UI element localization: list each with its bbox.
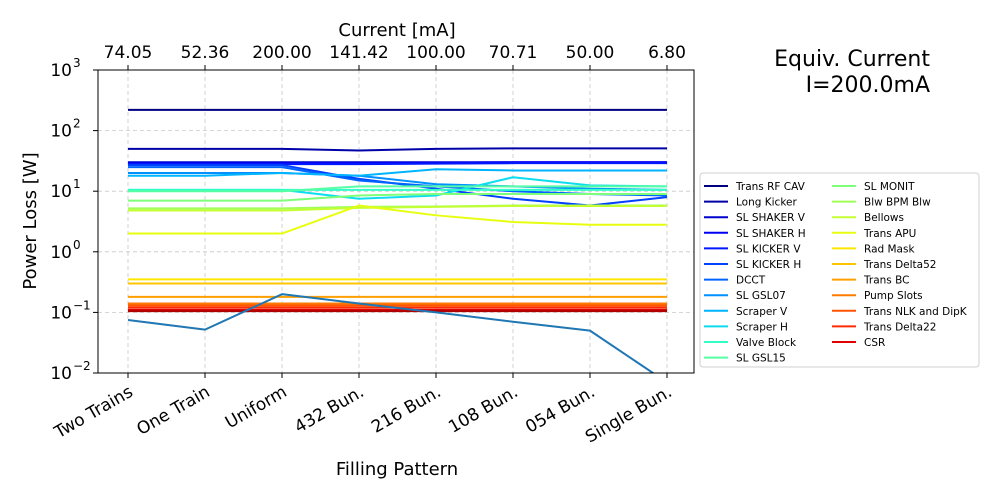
legend-entry: CSR <box>864 337 885 349</box>
y-tick-exponent: 3 <box>73 56 81 70</box>
series-line <box>127 293 655 373</box>
top-tick-label: 74.05 <box>104 43 153 63</box>
top-tick-label: 100.00 <box>406 43 465 63</box>
y-tick-label: 10 <box>50 122 72 142</box>
x-tick-label: Two Trains <box>50 382 136 443</box>
series-line <box>128 185 667 193</box>
series-line <box>128 204 667 212</box>
series-line <box>128 147 667 152</box>
legend-entry: Rad Mask <box>864 243 915 255</box>
x-tick-label: 108 Bun. <box>445 382 521 438</box>
x-tick-label: 432 Bun. <box>291 382 367 438</box>
y-tick-label: 10 <box>50 182 72 202</box>
legend-entry: Trans RF CAV <box>735 181 806 193</box>
legend: Trans RF CAV Long Kicker SL SHAKER V SL SHA… <box>699 172 980 368</box>
legend-entry: SL MONIT <box>864 181 915 193</box>
y-axis-label: Power Loss [W] <box>20 152 41 289</box>
top-tick-label: 200.00 <box>252 43 311 63</box>
legend-entry: Blw BPM Blw <box>864 197 931 209</box>
legend-entry: Trans Delta52 <box>863 259 936 271</box>
series-line <box>128 204 667 235</box>
legend-entry: SL SHAKER V <box>736 212 806 224</box>
top-tick-label: 141.42 <box>329 43 388 63</box>
series-line <box>128 192 667 202</box>
top-tick-label: 6.80 <box>648 43 686 63</box>
x-tick-label: 216 Bun. <box>368 382 444 438</box>
side-title-line-1: Equiv. Current <box>774 47 930 72</box>
x-tick-label: Uniform <box>222 382 291 433</box>
y-tick-label: 10 <box>50 61 72 81</box>
y-tick-label: 10 <box>50 243 72 263</box>
legend-entry: SL GSL07 <box>736 290 786 302</box>
series-lines <box>127 108 668 373</box>
x-axis-label: Filling Pattern <box>336 459 458 480</box>
series-line <box>128 162 667 166</box>
top-axis-ticks: 74.05 52.36 200.00 141.42 100.00 70.71 50.00 6.… <box>104 43 686 70</box>
legend-entry: Valve Block <box>736 337 797 349</box>
legend-entry: SL KICKER V <box>736 243 801 255</box>
legend-entry: Pump Slots <box>864 290 923 302</box>
top-tick-label: 52.36 <box>181 43 230 63</box>
side-title-line-2: I=200.0mA <box>806 73 930 98</box>
top-axis-label: Current [mA] <box>338 20 455 41</box>
legend-entry: Scraper V <box>736 306 788 318</box>
x-tick-label: Single Bun. <box>582 382 675 447</box>
y-tick-exponent: −1 <box>73 298 91 312</box>
legend-entry: SL KICKER H <box>736 259 801 271</box>
y-tick-exponent: 1 <box>73 177 81 191</box>
plot-background <box>98 70 694 373</box>
legend-entry: Trans Delta22 <box>863 321 936 333</box>
legend-entry: Trans BC <box>863 275 909 287</box>
legend-entry: Scraper H <box>736 321 788 333</box>
legend-entry: DCCT <box>736 275 766 287</box>
y-tick-label: 10 <box>50 303 72 323</box>
legend-entry: SL GSL15 <box>736 353 786 365</box>
y-tick-exponent: −2 <box>73 359 91 373</box>
plot-frame <box>97 69 695 374</box>
legend-entry: Long Kicker <box>736 197 797 209</box>
y-tick-exponent: 0 <box>73 238 81 252</box>
top-tick-label: 70.71 <box>489 43 538 63</box>
series-line <box>128 168 667 177</box>
legend-entry: Bellows <box>864 212 904 224</box>
top-tick-label: 50.00 <box>566 43 615 63</box>
x-tick-label: One Train <box>134 382 214 440</box>
legend-frame <box>699 172 980 368</box>
legend-entry: SL SHAKER H <box>736 228 806 240</box>
y-tick-label: 10 <box>50 364 72 384</box>
legend-entry: Trans NLK and DipK <box>863 306 968 318</box>
legend-entry: Trans APU <box>863 228 916 240</box>
y-tick-exponent: 2 <box>73 117 81 131</box>
series-line <box>128 171 668 191</box>
